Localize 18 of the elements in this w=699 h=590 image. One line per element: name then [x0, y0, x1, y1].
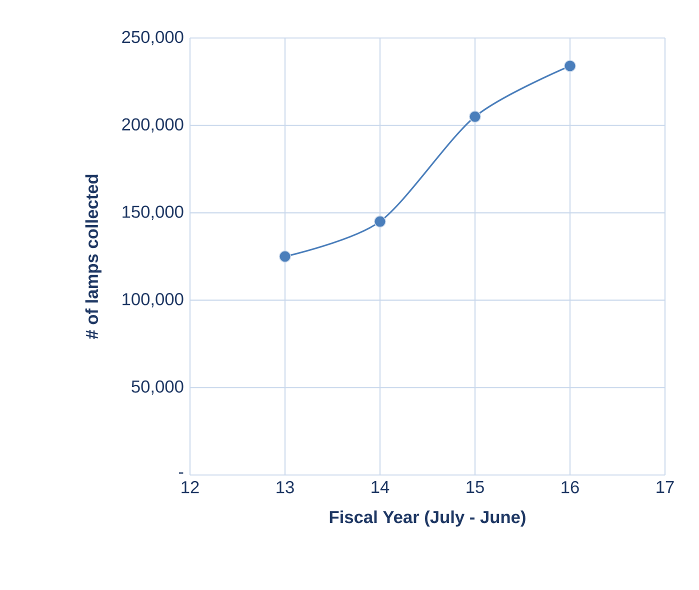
x-tick-label: 14: [372, 481, 390, 493]
point: [279, 250, 292, 262]
x-axis-title: Fiscal Year (July - June): [330, 510, 526, 527]
x-tick-label: 13: [276, 481, 294, 494]
x-tick-label: 17: [656, 481, 674, 493]
y-axis-title: # of lamps collected: [85, 174, 102, 340]
y-tick-label: 250,000: [122, 30, 184, 46]
x-tick-label: 16: [562, 481, 579, 494]
y-tick-label: 50,000: [132, 380, 184, 395]
y-tick-label: -: [178, 472, 184, 474]
x-tick-label: 15: [466, 481, 484, 494]
point: [374, 216, 386, 228]
y-tick-label: 200,000: [122, 118, 184, 133]
x-tick-label: 12: [182, 481, 199, 494]
y-tick-label: 100,000: [122, 293, 184, 308]
point: [564, 60, 576, 72]
point: [469, 110, 482, 123]
y-tick-label: 150,000: [122, 206, 184, 220]
